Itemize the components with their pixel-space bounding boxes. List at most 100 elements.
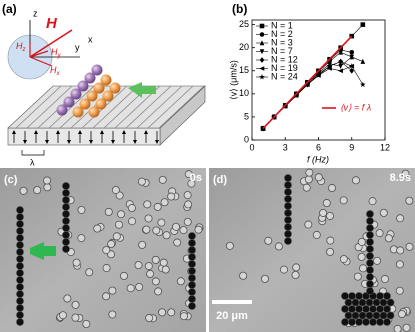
y-tick-label: 10 bbox=[239, 88, 249, 98]
arrow-head bbox=[111, 140, 115, 144]
particle bbox=[302, 183, 311, 192]
sphere bbox=[91, 64, 103, 76]
stripe bbox=[125, 85, 172, 129]
chain-particle bbox=[16, 318, 24, 326]
arrow-head bbox=[122, 130, 126, 134]
chain-particle bbox=[366, 231, 374, 239]
particle bbox=[33, 186, 42, 195]
chain-particle bbox=[351, 298, 360, 307]
particle bbox=[58, 311, 67, 320]
chain-particle bbox=[376, 292, 384, 300]
chain-particle bbox=[355, 305, 363, 313]
chain-particle bbox=[188, 302, 196, 310]
particle bbox=[401, 169, 410, 178]
chain-particle bbox=[366, 210, 374, 218]
chain-particle bbox=[366, 238, 374, 246]
chain-particle bbox=[16, 290, 24, 298]
motion-arrow bbox=[128, 82, 156, 98]
y-tick-label: 25 bbox=[239, 19, 249, 29]
data-point bbox=[338, 63, 343, 69]
chain-particle bbox=[365, 298, 374, 307]
particle bbox=[151, 255, 160, 264]
panel-a: (a) H z x y Hz Hy Hx λ bbox=[2, 2, 206, 167]
chain-particle bbox=[16, 311, 24, 319]
arrow-head bbox=[155, 140, 159, 144]
chain-particle bbox=[366, 245, 374, 253]
chain-particle bbox=[366, 259, 374, 267]
chain-particle bbox=[188, 274, 196, 282]
data-point bbox=[360, 58, 366, 64]
particle bbox=[179, 312, 188, 321]
particle bbox=[339, 196, 348, 205]
sphere bbox=[70, 88, 82, 100]
chain-particle bbox=[366, 273, 374, 281]
particle bbox=[339, 255, 348, 264]
particle bbox=[112, 232, 121, 241]
chain-particle bbox=[284, 202, 292, 210]
particle bbox=[144, 262, 153, 271]
chain-particle bbox=[188, 239, 196, 247]
particle bbox=[104, 207, 113, 216]
chain-particle bbox=[188, 246, 196, 254]
chain-particle bbox=[16, 255, 24, 263]
particle bbox=[115, 191, 124, 200]
particle bbox=[119, 271, 128, 280]
hx-vector bbox=[29, 56, 53, 67]
y-tick-label: 15 bbox=[239, 65, 249, 75]
particle bbox=[326, 247, 335, 256]
arrow-head bbox=[100, 130, 104, 134]
particle bbox=[393, 324, 402, 332]
chain-particle bbox=[62, 217, 70, 225]
chain-particle bbox=[16, 220, 24, 228]
hy-vector bbox=[29, 50, 49, 58]
particle bbox=[145, 314, 154, 323]
particle bbox=[357, 237, 366, 246]
particle bbox=[144, 214, 153, 223]
particle bbox=[225, 241, 234, 250]
stripe bbox=[136, 85, 183, 129]
particle bbox=[143, 200, 152, 209]
particle bbox=[77, 205, 86, 214]
chain-particle bbox=[284, 209, 292, 217]
legend-label: ⟨v⟩ = f λ bbox=[340, 102, 371, 112]
particle bbox=[327, 184, 336, 193]
sphere bbox=[86, 90, 98, 102]
chain-particle bbox=[362, 318, 370, 326]
chain-particle bbox=[62, 224, 70, 232]
particle bbox=[158, 308, 167, 317]
arrow-head bbox=[78, 130, 82, 134]
chain-particle bbox=[358, 311, 367, 320]
chain-particle bbox=[16, 269, 24, 277]
particle bbox=[115, 220, 124, 229]
chain-particle bbox=[366, 280, 374, 288]
stripe bbox=[92, 85, 139, 129]
chain-particle bbox=[16, 262, 24, 270]
chain-particle bbox=[366, 252, 374, 260]
particle bbox=[82, 319, 91, 328]
particle bbox=[264, 236, 273, 245]
chain-particle bbox=[355, 318, 363, 326]
particle bbox=[274, 242, 283, 251]
chain-particle bbox=[62, 231, 70, 239]
y-label: y bbox=[75, 42, 80, 52]
chain-particle bbox=[379, 298, 388, 307]
sphere bbox=[100, 74, 112, 86]
chain-particle bbox=[355, 292, 363, 300]
legend-marker bbox=[259, 32, 265, 37]
particle bbox=[128, 217, 137, 226]
chain-particle bbox=[284, 195, 292, 203]
arrow-head bbox=[34, 130, 38, 134]
particle bbox=[405, 242, 414, 251]
particle bbox=[368, 197, 377, 206]
arrow-head bbox=[89, 140, 93, 144]
chain-particle bbox=[16, 206, 24, 214]
chain-particle bbox=[62, 196, 70, 204]
data-point bbox=[315, 72, 322, 78]
chain-particle bbox=[369, 305, 377, 313]
panel-label: (c) bbox=[4, 174, 18, 186]
legend-marker bbox=[259, 23, 265, 29]
data-point bbox=[337, 58, 344, 64]
particle bbox=[72, 258, 81, 267]
legend-label: N = 12 bbox=[271, 54, 298, 64]
